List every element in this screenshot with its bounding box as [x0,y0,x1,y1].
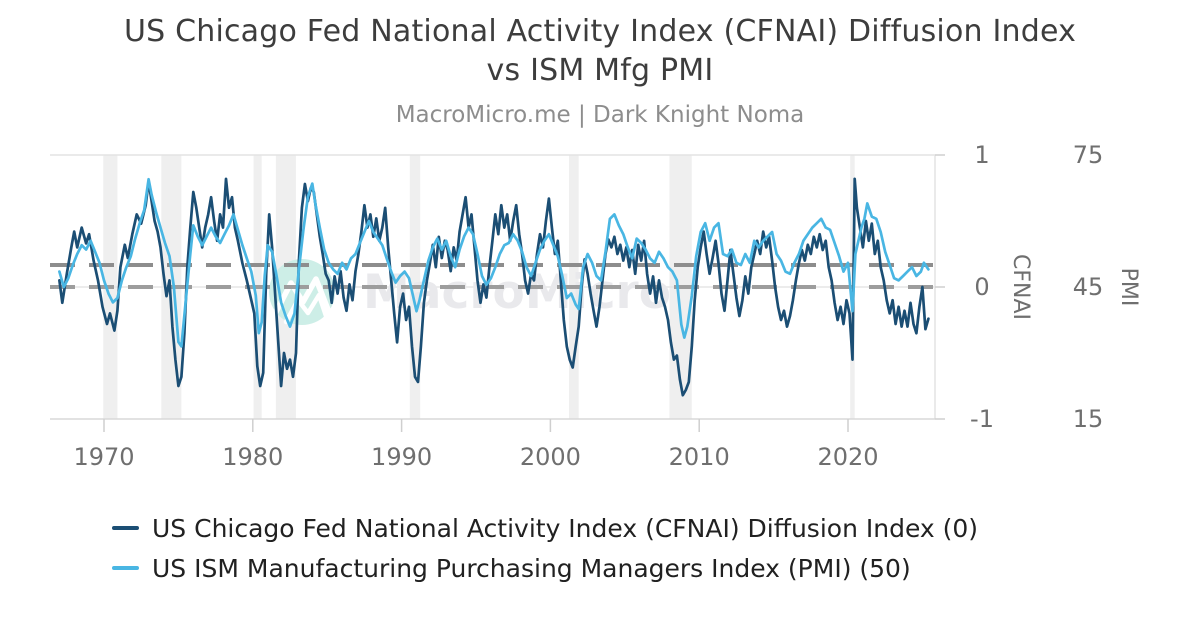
legend-label-cfnai: US Chicago Fed National Activity Index (… [152,513,979,543]
y-axis-tick-label: 45 [1072,273,1104,301]
x-axis-tick-label: 2010 [668,443,730,471]
y-axis-tick-label: 15 [1072,405,1104,433]
y-axis-tick-label: -1 [970,405,994,433]
cfnai-line-swatch-icon [112,526,139,530]
pmi-series-line[interactable] [58,177,930,348]
cfnai-axis-title: CFNAI [1008,253,1033,321]
chart-title: US Chicago Fed National Activity Index (… [0,12,1200,90]
macromicro-logo-zigzag-icon [273,276,332,315]
chart-subtitle: MacroMicro.me | Dark Knight Noma [395,102,805,128]
pmi-line-swatch-icon [112,566,139,570]
y-axis-tick-label: 0 [974,273,990,301]
x-axis-tick-label: 1990 [371,443,433,471]
x-axis-tick-label: 1970 [73,443,135,471]
pmi-axis-title: PMI [1116,267,1141,307]
chart-title-line2: vs ISM Mfg PMI [486,53,714,88]
chart-title-line1: US Chicago Fed National Activity Index (… [123,14,1077,49]
legend: US Chicago Fed National Activity Index (… [112,508,978,588]
macromicro-logo-icon [269,259,335,325]
x-axis-tick-label: 2000 [519,443,581,471]
cfnai-series-line[interactable] [58,177,930,397]
legend-item-cfnai[interactable]: US Chicago Fed National Activity Index (… [112,508,978,548]
legend-label-pmi: US ISM Manufacturing Purchasing Managers… [152,553,911,583]
x-axis-tick-label: 1980 [222,443,284,471]
legend-item-pmi[interactable]: US ISM Manufacturing Purchasing Managers… [112,548,978,588]
y-axis-tick-label: 1 [974,141,990,169]
watermark-text: MacroMicro [363,265,671,320]
x-axis-tick-label: 2020 [817,443,879,471]
y-axis-tick-label: 75 [1072,141,1104,169]
